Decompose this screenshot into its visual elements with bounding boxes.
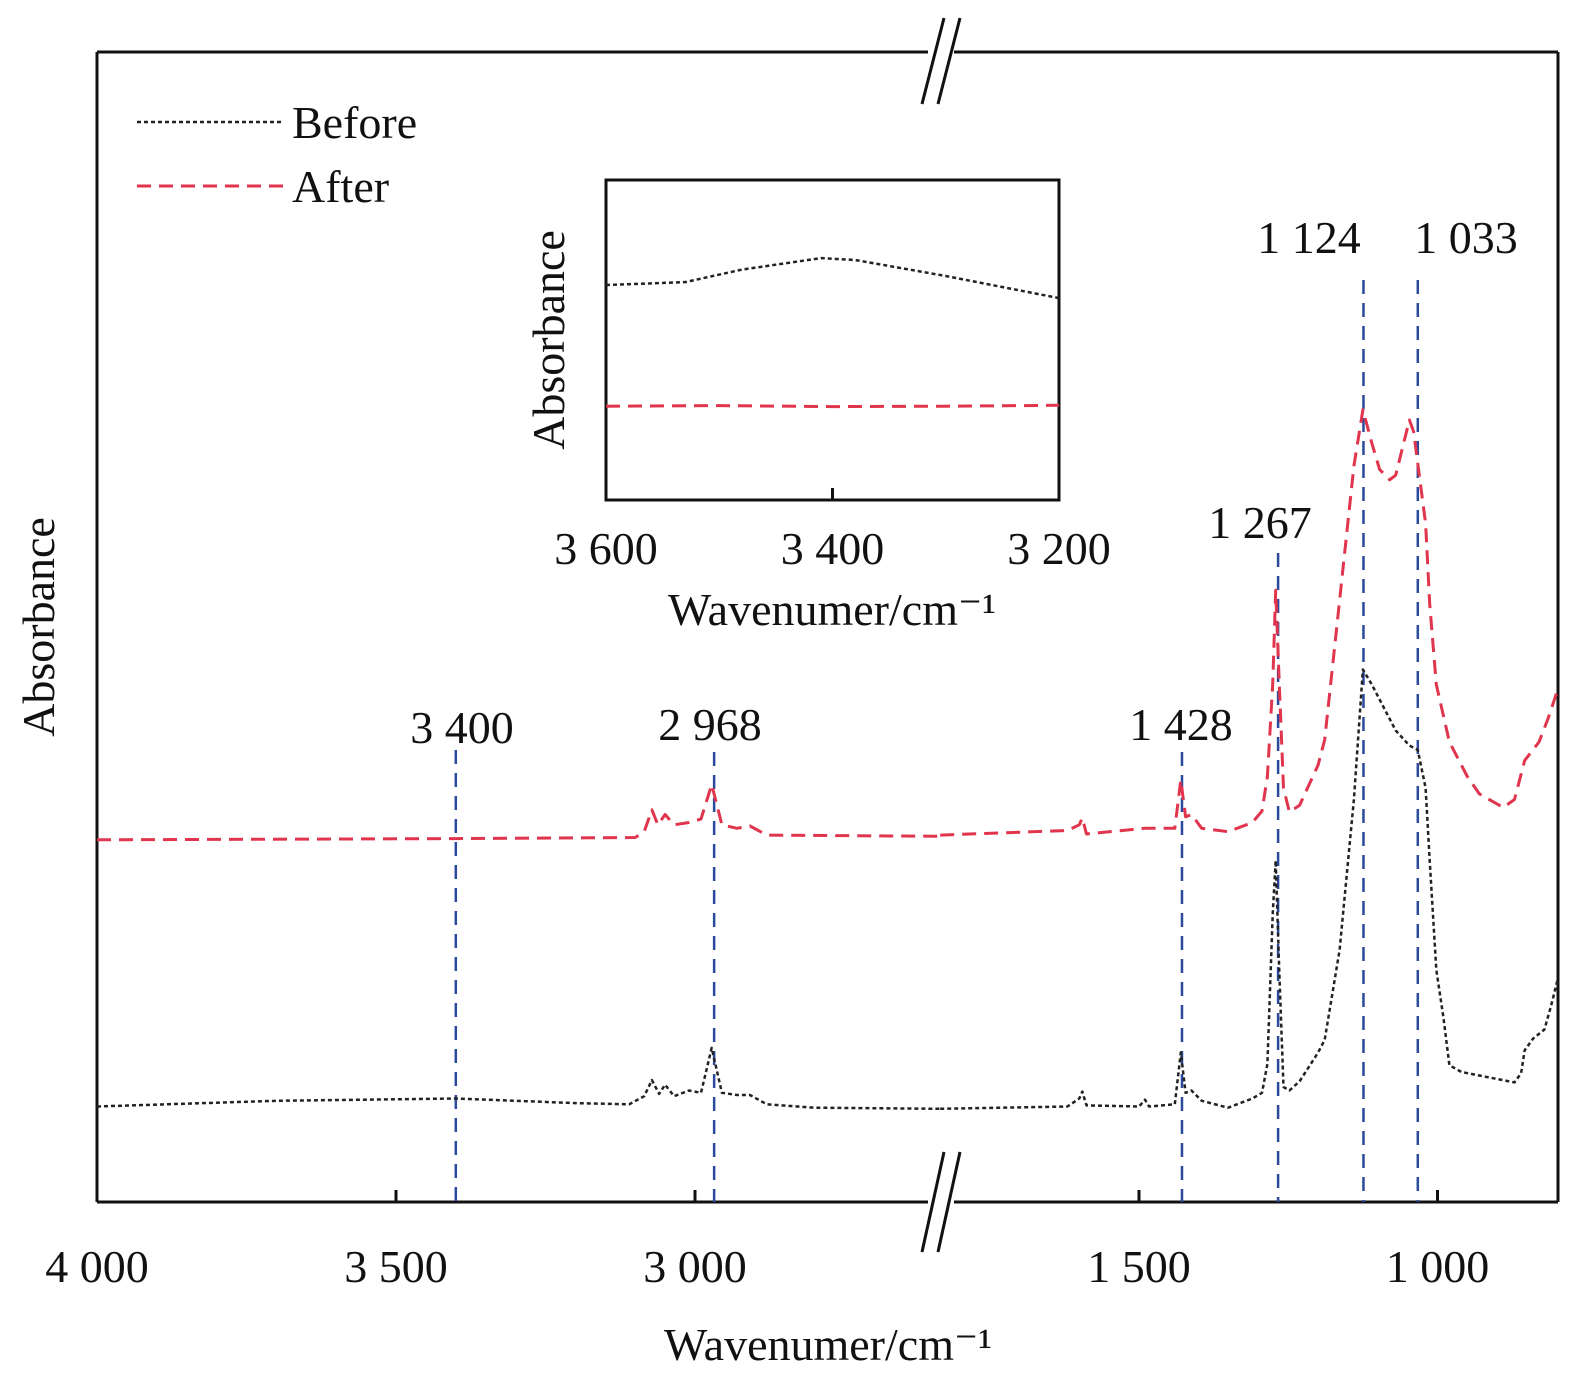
inset-series-lines bbox=[605, 256, 1060, 409]
inset-x-tick-label: 3 200 bbox=[1007, 523, 1111, 574]
peak-markers: 3 400 2 968 1 428 1 267 1 124 1 033 bbox=[410, 212, 1518, 1202]
x-tick-label: 3 500 bbox=[344, 1241, 448, 1292]
peak-label: 1 267 bbox=[1208, 497, 1312, 548]
inset-x-axis-title: Wavenumer/cm⁻¹ bbox=[668, 584, 996, 635]
x-axis-title: Wavenumer/cm⁻¹ bbox=[664, 1319, 992, 1370]
peak-label: 2 968 bbox=[658, 699, 762, 750]
peak-label: 1 124 bbox=[1257, 212, 1361, 263]
inset-series-after-line bbox=[605, 403, 1060, 409]
legend-label-before: Before bbox=[292, 97, 417, 148]
axis-break-top bbox=[920, 17, 962, 110]
x-tick-label: 1 500 bbox=[1087, 1241, 1191, 1292]
peak-label: 3 400 bbox=[410, 702, 514, 753]
x-axis-ticks: 4 000 3 500 3 000 1 500 1 000 bbox=[45, 1190, 1489, 1292]
x-tick-label: 1 000 bbox=[1386, 1241, 1490, 1292]
inset-chart: 3 600 3 400 3 200 Wavenumer/cm⁻¹ Absorbanc… bbox=[523, 178, 1111, 635]
series-after-line bbox=[96, 783, 941, 842]
plot-frame bbox=[95, 50, 1560, 1204]
inset-series-before-line bbox=[605, 256, 1060, 300]
x-tick-label: 4 000 bbox=[45, 1241, 149, 1292]
inset-y-axis-title: Absorbance bbox=[523, 230, 574, 450]
series-before-line bbox=[940, 668, 1559, 1111]
inset-x-tick-label: 3 400 bbox=[781, 523, 885, 574]
inset-x-tick-label: 3 600 bbox=[554, 523, 658, 574]
axis-break-bottom bbox=[920, 1151, 962, 1253]
peak-label: 1 428 bbox=[1129, 699, 1233, 750]
inset-x-ticks: 3 600 3 400 3 200 bbox=[554, 488, 1111, 574]
x-tick-label: 3 000 bbox=[643, 1241, 747, 1292]
legend: Before After bbox=[137, 97, 417, 212]
legend-label-after: After bbox=[292, 161, 389, 212]
peak-label: 1 033 bbox=[1414, 212, 1518, 263]
series-before-line bbox=[96, 1046, 941, 1111]
inset-frame bbox=[604, 178, 1061, 502]
series-after-line bbox=[940, 408, 1559, 837]
y-axis-title: Absorbance bbox=[13, 517, 64, 737]
series-lines bbox=[96, 408, 1559, 1111]
